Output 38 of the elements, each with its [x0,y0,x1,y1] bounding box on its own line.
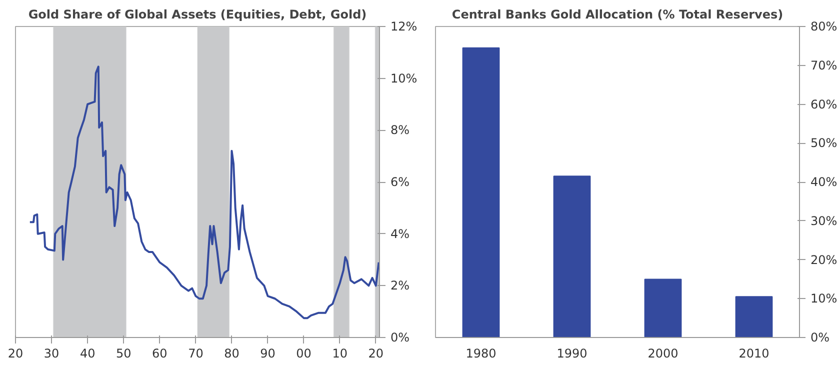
x-tick-label: 20 [368,346,384,360]
x-tick-label: 1990 [556,346,588,360]
y-tick-label: 10% [390,71,418,86]
y-tick-label: 0% [390,330,410,344]
bar [644,278,682,338]
x-tick-label: 20 [8,346,24,360]
x-tick-label: 40 [80,346,96,360]
y-tick-label: 8% [390,123,410,138]
y-tick-label: 30% [810,214,838,228]
y-tick-label: 10% [810,292,838,306]
x-tick-label: 50 [116,346,132,360]
y-tick-label: 80% [810,20,838,34]
y-tick-label: 4% [390,226,410,241]
chart-title: Central Banks Gold Allocation (% Total Reserves) [452,8,784,22]
bar [735,296,773,338]
x-tick-label: 00 [296,346,312,360]
y-tick-label: 2% [390,278,410,293]
bar [553,176,591,338]
x-tick-label: 80 [224,346,240,360]
y-tick-label: 60% [810,97,838,112]
x-tick-label: 70 [188,346,204,360]
y-tick-label: 6% [390,175,410,189]
y-tick-label: 12% [390,20,418,34]
x-tick-label: 2010 [738,346,770,360]
y-tick-label: 0% [810,330,830,344]
x-tick-label: 2000 [648,346,678,360]
line-series [28,66,380,320]
x-tick-label: 10 [332,346,348,360]
y-tick-label: 40% [810,175,838,189]
y-tick-label: 70% [810,58,838,72]
x-tick-label: 1980 [466,346,496,360]
x-tick-label: 90 [260,346,276,360]
chart-title: Gold Share of Global Assets (Equities, Debt, Gold) [28,8,367,22]
y-tick-label: 50% [810,136,838,150]
bar [462,47,500,338]
x-tick-label: 60 [152,346,168,360]
y-tick-label: 20% [810,252,838,267]
x-tick-label: 30 [44,346,60,360]
